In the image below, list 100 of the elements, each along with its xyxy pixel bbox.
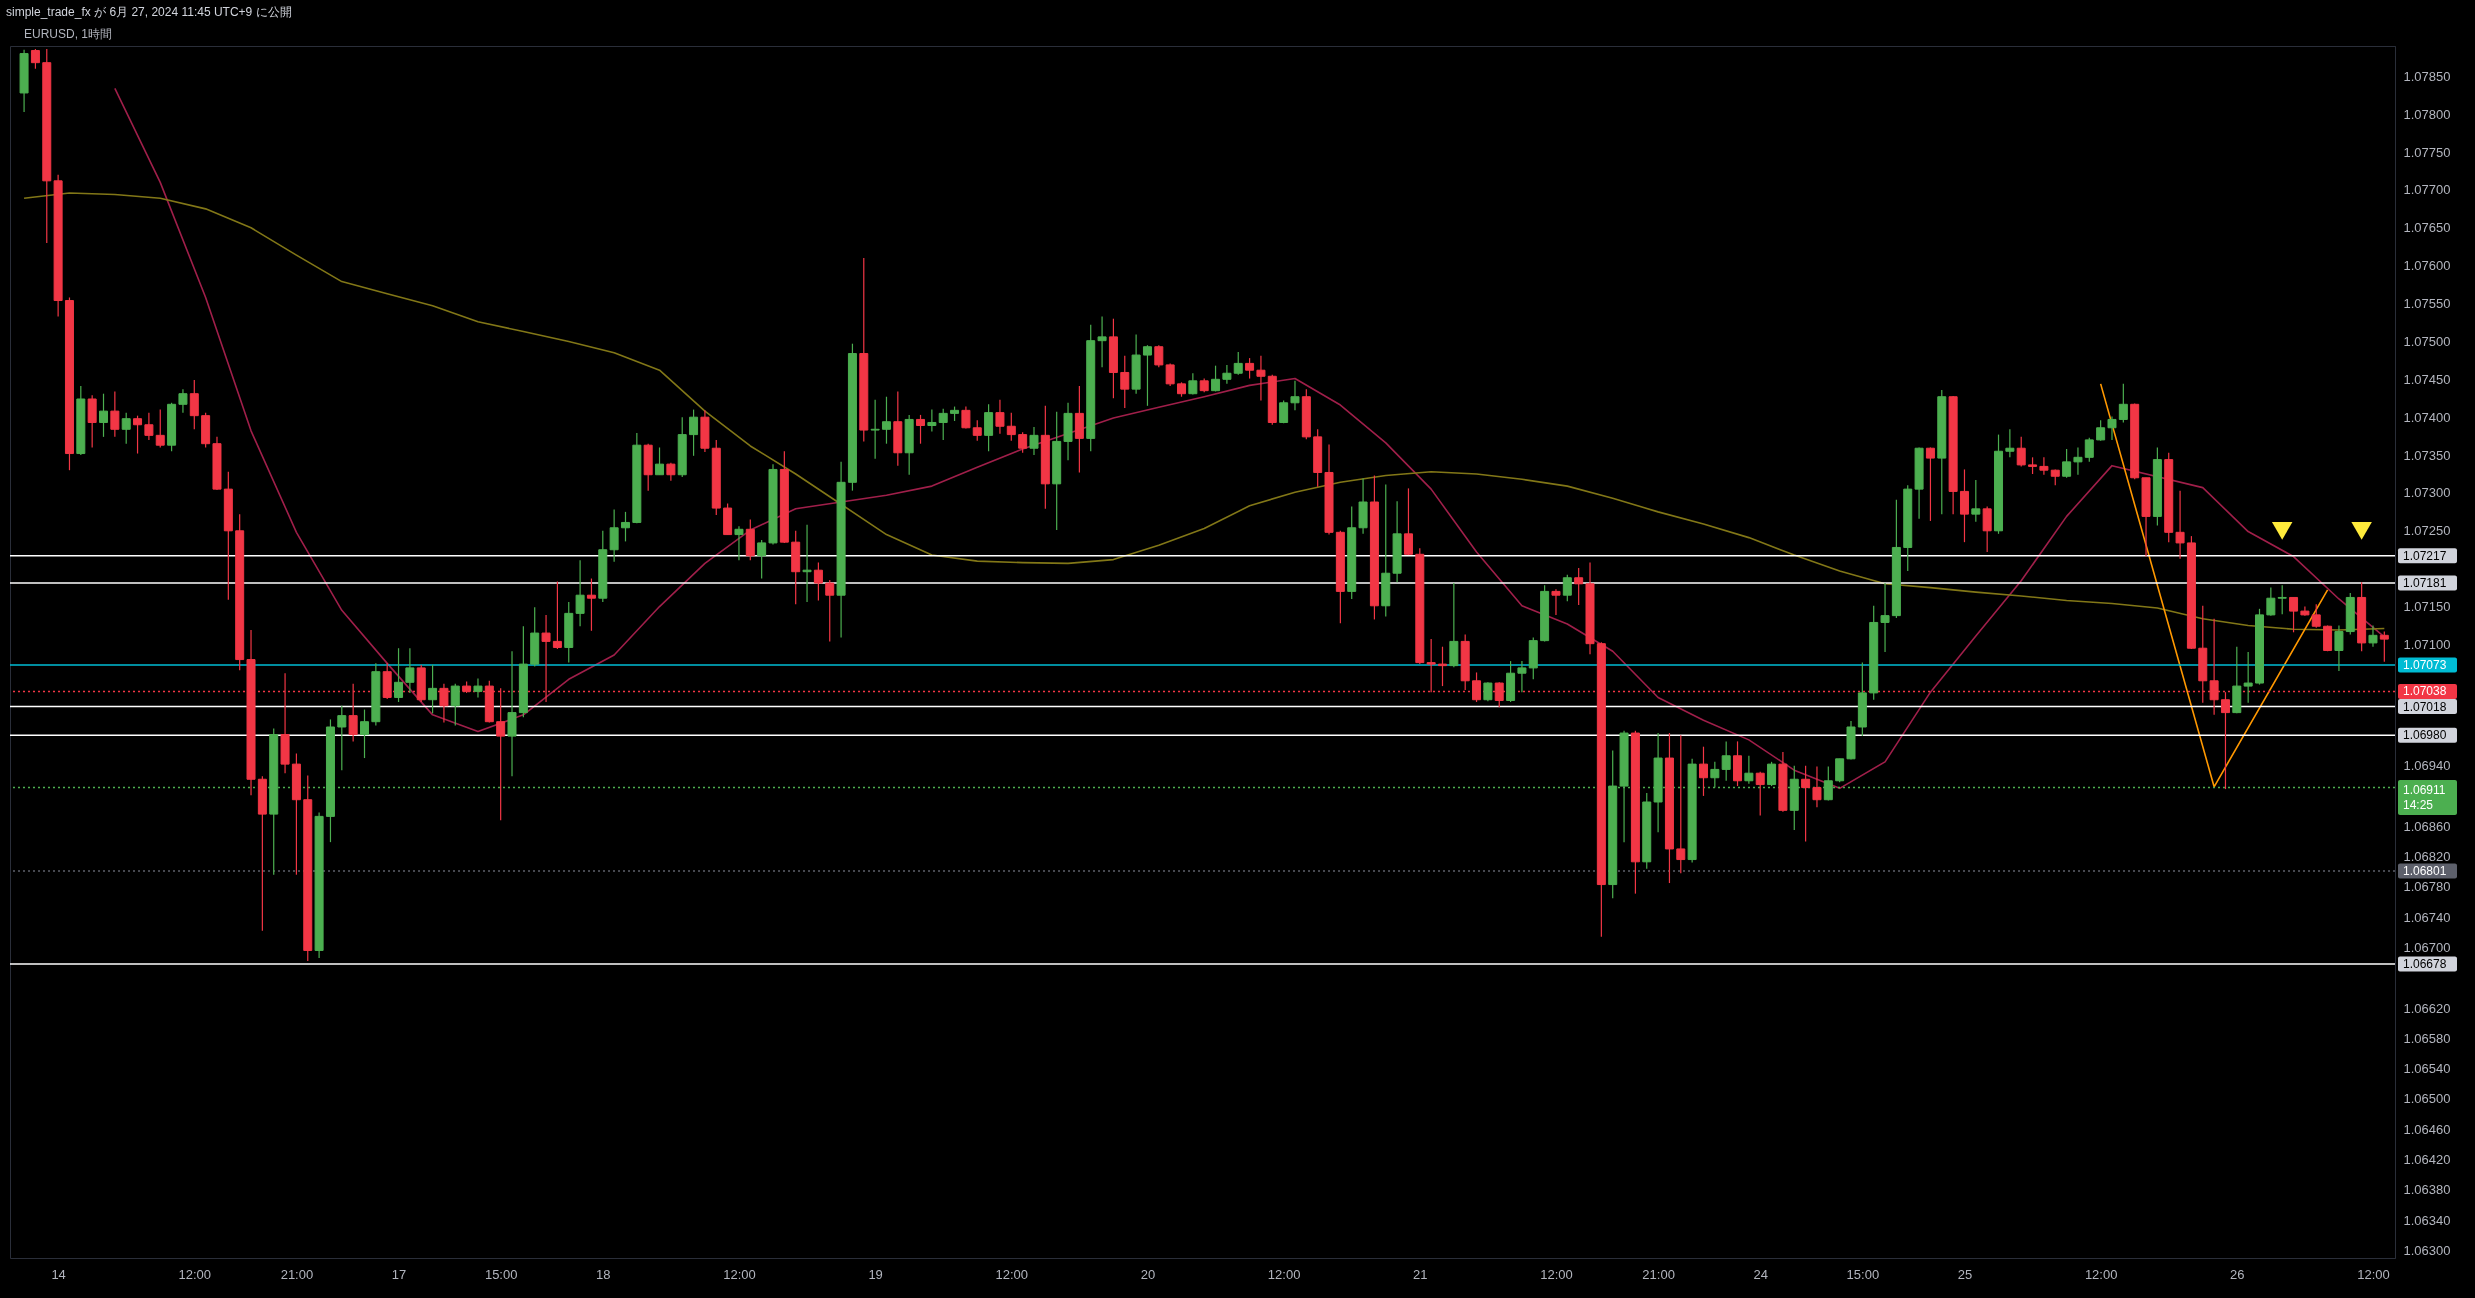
- candlestick: [121, 412, 131, 445]
- candlestick: [2062, 448, 2072, 479]
- x-tick-label: 14: [51, 1266, 66, 1282]
- candlestick: [1551, 588, 1561, 616]
- candlestick: [927, 409, 937, 433]
- y-tick-label: 1.06340: [2403, 1212, 2451, 1228]
- candlestick: [1165, 362, 1175, 387]
- candlestick: [2334, 624, 2344, 672]
- candlestick: [87, 394, 97, 449]
- candlestick: [473, 677, 483, 699]
- candlestick: [1097, 315, 1107, 368]
- y-tick-label: 1.07700: [2403, 182, 2451, 198]
- y-tick-label: 1.06540: [2403, 1061, 2451, 1077]
- x-tick-label: 12:00: [2357, 1266, 2390, 1282]
- candlestick: [575, 559, 585, 627]
- candlestick: [2220, 691, 2230, 790]
- candlestick: [394, 647, 404, 703]
- ref-line-label: 1.06678: [2403, 957, 2447, 972]
- candlestick: [2073, 446, 2083, 476]
- text: simple_trade_fx が 6月 27, 2024 11:45 UTC+9 に公開: [6, 5, 292, 19]
- y-tick-label: 1.06620: [2403, 1000, 2451, 1016]
- y-tick-label: 1.07150: [2403, 599, 2451, 615]
- candlestick: [552, 580, 562, 650]
- x-tick-label: 21: [1413, 1266, 1428, 1282]
- candlestick: [2243, 651, 2253, 704]
- y-tick-label: 1.06740: [2403, 909, 2451, 925]
- ref-line-label: 1.06801: [2403, 863, 2447, 878]
- x-tick-label: 21:00: [1642, 1266, 1675, 1282]
- y-tick-label: 1.07750: [2403, 144, 2451, 160]
- candlestick: [110, 390, 120, 438]
- candlestick: [428, 664, 438, 714]
- candlestick: [2096, 419, 2106, 442]
- candlestick: [1959, 468, 1969, 543]
- y-tick-label: 1.06460: [2403, 1121, 2451, 1137]
- y-tick-label: 1.06580: [2403, 1030, 2451, 1046]
- candlestick: [995, 399, 1005, 435]
- candlestick: [337, 705, 347, 771]
- candlestick: [1154, 344, 1164, 368]
- x-tick-label: 12:00: [2084, 1266, 2118, 1282]
- candlestick: [1721, 740, 1731, 782]
- candlestick: [689, 409, 699, 457]
- x-tick-label: 12:00: [178, 1266, 212, 1282]
- candlestick: [155, 409, 165, 449]
- y-tick-label: 1.07500: [2403, 333, 2451, 349]
- y-tick-label: 1.06700: [2403, 939, 2451, 955]
- y-tick-label: 1.06820: [2403, 849, 2451, 865]
- candlestick: [1676, 734, 1686, 874]
- candlestick: [1925, 446, 1935, 522]
- candlestick: [30, 48, 40, 70]
- candlestick: [881, 396, 891, 445]
- y-tick-label: 1.07100: [2403, 636, 2451, 652]
- candlestick: [1880, 582, 1890, 653]
- candlestick: [1755, 771, 1765, 817]
- candlestick: [405, 647, 415, 694]
- candlestick: [961, 405, 971, 430]
- candlestick: [1211, 365, 1221, 393]
- candlestick: [1483, 681, 1493, 702]
- candlestick: [1290, 380, 1300, 411]
- candlestick: [1982, 505, 1992, 553]
- candlestick: [2379, 630, 2389, 663]
- candlestick: [144, 412, 154, 441]
- candlestick: [2016, 436, 2026, 468]
- y-tick-label: 1.07400: [2403, 409, 2451, 425]
- candlestick: [2311, 603, 2321, 629]
- candlestick: [916, 414, 926, 445]
- y-tick-label: 1.07800: [2403, 106, 2451, 122]
- candlestick: [1801, 765, 1811, 842]
- x-tick-label: 24: [1753, 1266, 1768, 1282]
- candlestick: [1438, 646, 1447, 687]
- candlestick: [1517, 660, 1527, 693]
- y-tick-label: 1.06500: [2403, 1091, 2451, 1107]
- candlestick: [972, 419, 982, 442]
- x-tick-label: 26: [2230, 1266, 2245, 1282]
- candlestick: [1222, 364, 1232, 385]
- candlestick: [1835, 758, 1845, 783]
- x-tick-label: 21:00: [280, 1266, 314, 1282]
- ref-line-label: 1.07073: [2403, 657, 2447, 672]
- ref-line-label: 1.07181: [2403, 576, 2447, 591]
- x-tick-label: 20: [1140, 1266, 1156, 1282]
- candlestick: [2289, 596, 2299, 633]
- candlestick: [1403, 487, 1413, 556]
- candlestick: [984, 403, 994, 452]
- y-tick-label: 1.06300: [2403, 1242, 2451, 1258]
- x-tick-label: 17: [391, 1266, 407, 1282]
- x-tick-label: 15:00: [1846, 1266, 1880, 1282]
- y-tick-label: 1.07250: [2403, 523, 2451, 539]
- candlestick: [813, 562, 823, 602]
- candlestick: [870, 399, 880, 460]
- candlestick: [1812, 765, 1822, 808]
- x-tick-label: 15:00: [484, 1266, 518, 1282]
- y-tick-label: 1.07650: [2403, 220, 2451, 236]
- candlestick: [609, 508, 619, 563]
- candlestick: [133, 415, 143, 455]
- y-tick-label: 1.06940: [2403, 758, 2451, 774]
- y-tick-label: 1.07600: [2403, 258, 2451, 274]
- candlestick: [1767, 761, 1777, 787]
- y-tick-label: 1.07350: [2403, 447, 2451, 463]
- ref-line-label: 1.07217: [2403, 548, 2447, 563]
- x-tick-label: 18: [596, 1266, 611, 1282]
- y-tick-label: 1.07300: [2403, 485, 2451, 501]
